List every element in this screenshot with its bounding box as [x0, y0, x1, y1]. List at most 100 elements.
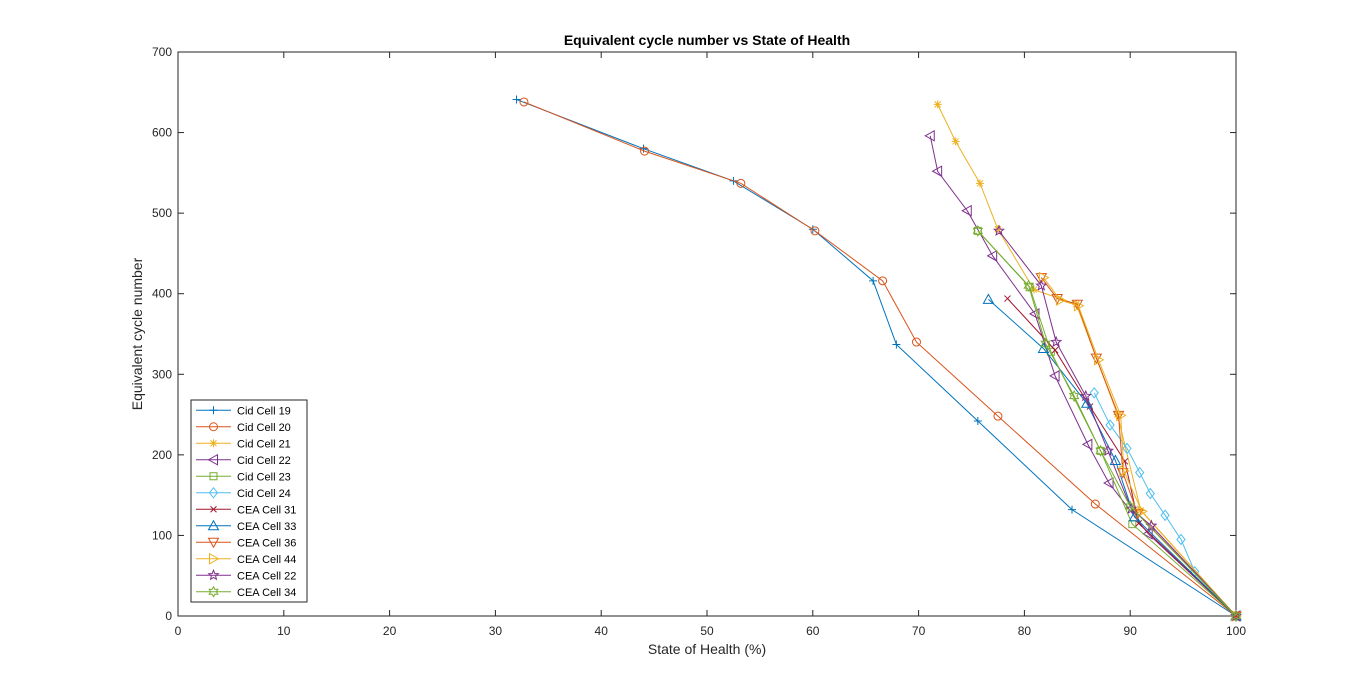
- series-line: [977, 230, 1237, 617]
- legend-item: CEA Cell 22: [196, 568, 296, 582]
- data-point: [207, 453, 218, 466]
- data-point: [1230, 609, 1242, 623]
- series-line: [1093, 392, 1237, 617]
- data-point: [1089, 387, 1099, 399]
- data-point: [982, 293, 995, 304]
- x-tick-label: 80: [1018, 624, 1032, 638]
- plot-area: [177, 51, 1237, 617]
- series-layer: [512, 95, 1243, 623]
- data-point: [519, 97, 529, 107]
- data-point: [933, 100, 942, 109]
- data-point: [1105, 419, 1115, 431]
- data-point: [209, 406, 218, 415]
- x-tick-label: 70: [912, 624, 926, 638]
- data-point: [1040, 337, 1051, 350]
- data-point: [1079, 389, 1092, 402]
- data-point: [892, 340, 901, 349]
- data-point: [1080, 397, 1093, 408]
- legend-label: Cid Cell 23: [237, 471, 291, 483]
- data-point: [209, 472, 218, 481]
- legend-item: CEA Cell 44: [196, 552, 296, 566]
- data-point: [1137, 505, 1148, 518]
- data-point: [1081, 438, 1093, 451]
- data-point: [951, 137, 960, 146]
- legend-label: Cid Cell 19: [237, 405, 291, 417]
- series-cea-cell-34: [972, 224, 1242, 623]
- legend-label: CEA Cell 33: [237, 521, 296, 533]
- data-point: [931, 165, 943, 178]
- x-tick-label: 90: [1124, 624, 1138, 638]
- data-point: [961, 204, 972, 217]
- series-line: [988, 298, 1237, 617]
- legend-label: Cid Cell 24: [237, 488, 291, 500]
- data-point: [810, 226, 820, 236]
- legend-item: CEA Cell 36: [196, 537, 296, 549]
- legend-label: CEA Cell 31: [237, 504, 296, 516]
- legend-item: CEA Cell 31: [196, 504, 296, 516]
- data-point: [973, 417, 982, 426]
- y-tick-label: 0: [165, 609, 172, 623]
- data-point: [975, 179, 984, 188]
- data-point: [209, 439, 218, 448]
- data-point: [1128, 510, 1141, 522]
- legend[interactable]: Cid Cell 19 Cid Cell 20 Cid Cell 21 Cid Cel…: [190, 399, 308, 603]
- data-point: [736, 178, 746, 188]
- legend-label: Cid Cell 20: [237, 422, 291, 434]
- y-axis-ticks: 0 100 200 300 400 500 600 700: [152, 45, 1236, 623]
- data-point: [911, 337, 921, 347]
- data-point: [878, 276, 888, 286]
- y-tick-label: 400: [152, 287, 172, 301]
- data-point: [207, 568, 220, 581]
- data-point: [1035, 279, 1048, 291]
- data-point: [1093, 353, 1105, 366]
- data-point: [869, 276, 878, 285]
- data-point: [209, 422, 218, 432]
- legend-label: Cid Cell 22: [237, 455, 291, 467]
- data-point: [512, 95, 521, 104]
- data-point: [1109, 454, 1122, 465]
- chart-title: Equivalent cycle number vs State of Heal…: [564, 32, 850, 48]
- y-tick-label: 500: [152, 206, 172, 220]
- x-tick-label: 100: [1226, 624, 1246, 638]
- data-point: [1160, 509, 1170, 522]
- data-point: [207, 537, 220, 549]
- legend-box: [190, 399, 308, 603]
- legend-item: Cid Cell 20: [196, 422, 291, 434]
- data-point: [924, 129, 935, 142]
- data-point: [1029, 285, 1038, 294]
- legend-label: Cid Cell 21: [237, 438, 291, 450]
- data-point: [972, 224, 984, 237]
- data-point: [1145, 487, 1155, 500]
- data-point: [640, 146, 650, 156]
- x-tick-label: 60: [806, 624, 820, 638]
- y-tick-label: 300: [152, 367, 172, 381]
- x-axis-ticks: 0 10 20 30 40 50 60 70 80 90 100: [175, 52, 1246, 638]
- data-point: [1095, 444, 1106, 457]
- data-point: [1090, 499, 1100, 509]
- data-point: [1119, 465, 1130, 477]
- legend-item: Cid Cell 19: [196, 405, 291, 417]
- data-point: [1136, 506, 1145, 515]
- data-point: [1068, 389, 1080, 403]
- data-point: [1049, 370, 1060, 382]
- legend-label: CEA Cell 44: [237, 554, 296, 566]
- data-point: [210, 505, 217, 513]
- data-point: [1073, 299, 1085, 312]
- data-point: [1113, 410, 1122, 419]
- x-tick-label: 0: [175, 624, 182, 638]
- data-point: [1038, 271, 1050, 284]
- data-point: [1028, 308, 1040, 320]
- x-axis-label: State of Health (%): [648, 641, 766, 657]
- data-point: [1051, 346, 1059, 354]
- y-tick-label: 100: [152, 528, 172, 542]
- data-point: [208, 585, 219, 598]
- x-tick-label: 50: [700, 624, 714, 638]
- x-tick-label: 30: [489, 624, 503, 638]
- data-point: [992, 224, 1006, 236]
- legend-label: CEA Cell 22: [237, 570, 296, 582]
- data-point: [1125, 502, 1138, 514]
- legend-label: CEA Cell 34: [237, 587, 296, 599]
- data-point: [1004, 295, 1011, 302]
- data-point: [1122, 442, 1132, 455]
